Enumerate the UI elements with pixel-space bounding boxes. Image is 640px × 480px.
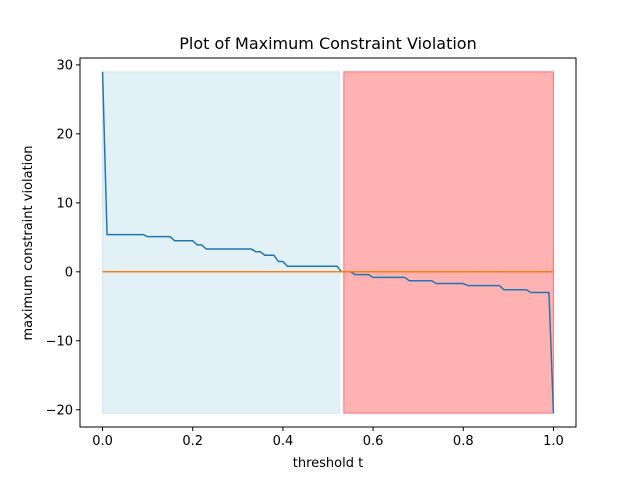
shaded-region-1 — [102, 71, 340, 414]
x-axis-label: threshold t — [293, 456, 363, 471]
shaded-regions — [102, 71, 554, 414]
x-tick-label: 0.0 — [92, 434, 113, 449]
chart-title: Plot of Maximum Constraint Violation — [179, 34, 476, 53]
x-tick-label: 0.4 — [273, 434, 294, 449]
x-tick-label: 0.8 — [453, 434, 474, 449]
shaded-region-2 — [343, 71, 554, 414]
x-tick-label: 0.6 — [363, 434, 384, 449]
x-tick-label: 0.2 — [182, 434, 203, 449]
series-line-1 — [101, 71, 555, 414]
y-axis-ticks: −20 −10 0 10 20 30 — [46, 58, 80, 418]
y-tick-label: 20 — [56, 127, 73, 142]
y-tick-label: −10 — [46, 334, 73, 349]
y-tick-label: 30 — [56, 58, 73, 73]
y-tick-label: 10 — [56, 196, 73, 211]
series-lines — [101, 71, 555, 414]
x-axis-ticks: 0.0 0.2 0.4 0.6 0.8 1.0 — [92, 427, 564, 449]
plot-frame — [79, 57, 577, 428]
y-tick-label: −20 — [46, 403, 73, 418]
x-tick-label: 1.0 — [543, 434, 564, 449]
y-axis-label: maximum constraint violation — [21, 146, 36, 341]
y-tick-label: 0 — [65, 265, 73, 280]
